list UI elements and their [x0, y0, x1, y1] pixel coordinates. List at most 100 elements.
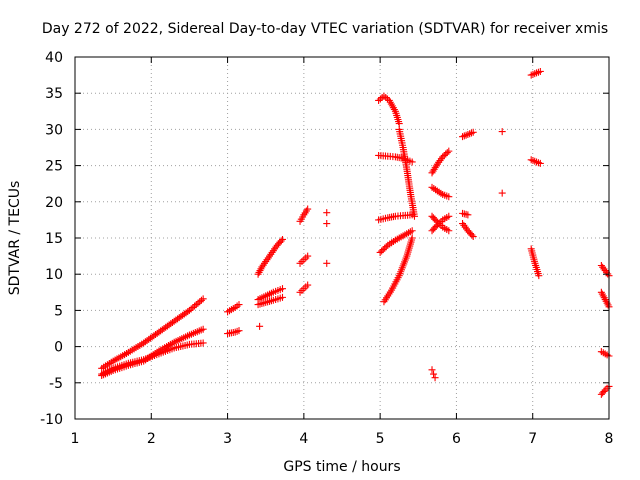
data-series — [428, 183, 453, 201]
data-series — [296, 281, 312, 296]
data-point — [531, 157, 539, 165]
data-series — [527, 156, 544, 167]
data-series — [375, 151, 416, 166]
data-point — [408, 227, 416, 235]
data-series — [254, 285, 286, 304]
data-point — [432, 222, 440, 230]
data-point — [376, 248, 384, 256]
data-series — [597, 382, 613, 398]
data-series — [527, 67, 544, 79]
data-point — [196, 298, 204, 306]
data-point — [323, 220, 331, 228]
data-point — [437, 218, 445, 226]
data-point — [464, 211, 472, 219]
data-series — [98, 295, 207, 372]
x-tick-label: 7 — [528, 431, 537, 447]
data-point — [430, 185, 438, 193]
data-series — [375, 92, 403, 128]
data-series — [428, 366, 439, 382]
data-point — [185, 306, 193, 314]
data-point — [194, 299, 202, 307]
data-point — [191, 302, 199, 310]
data-point — [462, 131, 470, 139]
data-point — [381, 244, 389, 252]
data-series — [296, 205, 312, 225]
data-point — [428, 366, 436, 374]
data-point — [428, 183, 436, 191]
data-series — [224, 301, 243, 316]
data-point — [256, 322, 264, 330]
data-point — [432, 162, 440, 170]
data-point — [432, 186, 440, 194]
data-point — [304, 205, 312, 213]
data-point — [189, 304, 197, 312]
data-point — [464, 130, 472, 138]
y-axis-label: SDTVAR / TECUs — [7, 181, 23, 296]
y-tick-label: 15 — [45, 231, 63, 247]
data-point — [445, 193, 453, 201]
data-point — [531, 70, 539, 78]
y-tick-label: 0 — [54, 340, 63, 356]
data-series — [98, 325, 207, 380]
data-point — [199, 339, 207, 347]
data-point — [443, 149, 451, 157]
data-point — [467, 129, 475, 137]
data-point — [466, 130, 474, 138]
data-point — [498, 189, 506, 197]
y-tick-label: 10 — [45, 267, 63, 283]
data-point — [235, 327, 243, 335]
data-point — [187, 305, 195, 313]
data-point — [445, 147, 453, 155]
axis-ticks: 1 2 3 4 5 6 7 8 -10 -5 0 5 10 15 20 25 30 35 40 — [40, 50, 613, 447]
data-point — [380, 92, 388, 100]
data-point — [439, 153, 447, 161]
y-tick-label: -10 — [40, 412, 63, 428]
x-tick-label: 8 — [605, 431, 614, 447]
data-series — [428, 212, 453, 235]
data-point — [199, 325, 207, 333]
data-point — [323, 209, 331, 217]
data-point — [197, 296, 205, 304]
data-point — [468, 231, 476, 239]
data-series — [380, 234, 416, 306]
data-point — [445, 212, 453, 220]
data-series — [597, 262, 613, 280]
x-tick-label: 4 — [299, 431, 308, 447]
data-series — [375, 211, 416, 224]
data-point — [529, 70, 537, 78]
data-point — [408, 158, 416, 166]
data-point — [278, 293, 286, 301]
data-point — [277, 237, 285, 245]
data-point — [445, 227, 453, 235]
data-point — [536, 67, 544, 75]
y-tick-label: 35 — [45, 86, 63, 102]
data-point — [433, 187, 441, 195]
x-tick-label: 5 — [376, 431, 385, 447]
y-tick-label: 20 — [45, 195, 63, 211]
data-series — [395, 125, 418, 220]
data-point — [535, 272, 543, 280]
data-point — [278, 235, 286, 243]
data-series — [459, 220, 477, 241]
data-point — [529, 157, 537, 165]
data-series — [597, 288, 613, 311]
data-point — [278, 285, 286, 293]
data-series — [459, 128, 477, 141]
x-tick-label: 1 — [71, 431, 80, 447]
data-series — [527, 245, 543, 280]
data-point — [378, 247, 386, 255]
data-point — [235, 301, 243, 309]
data-point — [442, 150, 450, 158]
data-points — [98, 67, 613, 398]
data-point — [459, 133, 467, 141]
data-series — [597, 348, 613, 360]
data-point — [469, 233, 477, 241]
data-point — [431, 374, 439, 382]
chart-title: Day 272 of 2022, Sidereal Day-to-day VTE… — [42, 21, 608, 37]
data-point — [435, 219, 443, 227]
data-point — [435, 188, 443, 196]
data-point — [408, 211, 416, 219]
data-point — [437, 189, 445, 197]
